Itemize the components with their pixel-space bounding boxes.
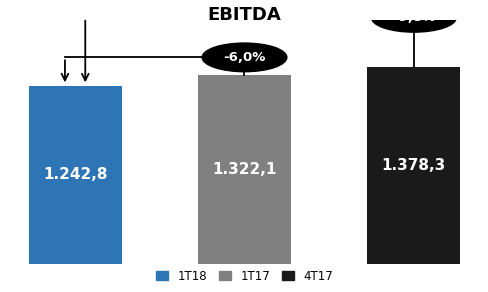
Ellipse shape xyxy=(202,43,286,72)
Text: -9,8%: -9,8% xyxy=(392,11,434,24)
Text: 1.242,8: 1.242,8 xyxy=(43,167,107,182)
Text: 1.378,3: 1.378,3 xyxy=(381,158,445,173)
Text: -6,0%: -6,0% xyxy=(223,51,265,64)
Bar xyxy=(28,86,122,264)
Ellipse shape xyxy=(371,4,455,32)
Bar xyxy=(366,67,460,264)
Text: 1.322,1: 1.322,1 xyxy=(212,162,276,177)
Text: EBITDA: EBITDA xyxy=(207,6,281,24)
Bar xyxy=(198,74,290,264)
Legend: 1T18, 1T17, 4T17: 1T18, 1T17, 4T17 xyxy=(151,265,337,287)
